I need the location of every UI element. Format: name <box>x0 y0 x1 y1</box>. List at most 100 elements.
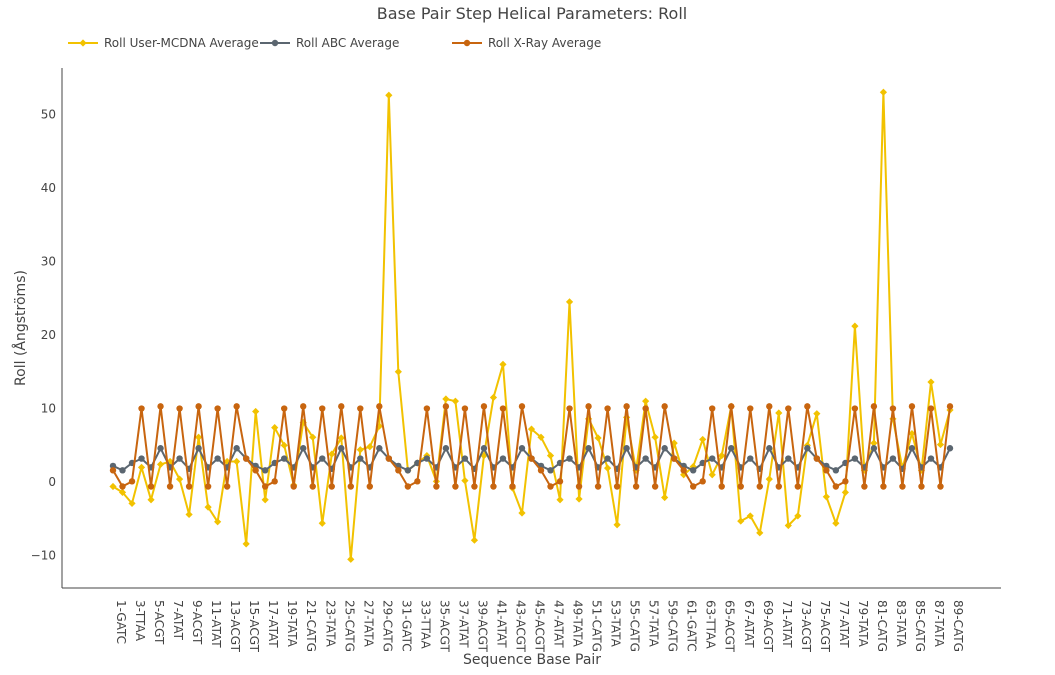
data-point[interactable] <box>870 445 878 452</box>
data-point[interactable] <box>547 467 554 474</box>
data-point[interactable] <box>908 403 916 410</box>
data-point[interactable] <box>689 467 697 474</box>
data-point[interactable] <box>946 403 954 410</box>
data-point[interactable] <box>242 455 250 462</box>
data-point[interactable] <box>404 467 412 474</box>
data-point[interactable] <box>271 478 278 485</box>
legend-item[interactable]: Roll User-MCDNA Average <box>68 36 259 50</box>
data-point[interactable] <box>376 445 383 452</box>
data-point[interactable] <box>823 467 830 474</box>
data-point[interactable] <box>357 405 364 412</box>
data-point[interactable] <box>318 519 326 527</box>
data-point[interactable] <box>356 446 364 454</box>
data-point[interactable] <box>699 478 706 485</box>
data-point[interactable] <box>499 405 507 412</box>
data-point[interactable] <box>252 467 259 474</box>
data-point[interactable] <box>300 445 307 452</box>
data-point[interactable] <box>899 483 906 490</box>
data-point[interactable] <box>604 405 611 412</box>
data-point[interactable] <box>709 405 716 412</box>
data-point[interactable] <box>376 403 383 410</box>
data-point[interactable] <box>175 475 184 483</box>
data-point[interactable] <box>271 424 279 432</box>
data-point[interactable] <box>537 433 545 441</box>
data-point[interactable] <box>461 477 469 485</box>
data-point[interactable] <box>775 409 783 417</box>
data-point[interactable] <box>195 433 203 441</box>
data-point[interactable] <box>385 91 393 99</box>
data-point[interactable] <box>233 457 241 466</box>
data-point[interactable] <box>718 452 726 460</box>
data-point[interactable] <box>880 483 887 490</box>
data-point[interactable] <box>509 483 516 490</box>
data-point[interactable] <box>252 407 260 416</box>
data-point[interactable] <box>927 405 935 412</box>
data-point[interactable] <box>813 455 821 462</box>
data-point[interactable] <box>861 483 868 490</box>
data-point[interactable] <box>518 509 526 517</box>
data-point[interactable] <box>328 483 335 490</box>
data-point[interactable] <box>109 462 117 470</box>
data-point[interactable] <box>204 503 212 511</box>
data-point[interactable] <box>290 483 297 490</box>
data-point[interactable] <box>651 483 659 490</box>
data-point[interactable] <box>908 445 916 452</box>
data-point[interactable] <box>404 483 412 490</box>
data-point[interactable] <box>794 483 802 490</box>
data-point[interactable] <box>490 483 497 490</box>
data-point[interactable] <box>584 415 593 423</box>
data-point[interactable] <box>109 467 117 474</box>
data-point[interactable] <box>851 322 859 330</box>
data-point[interactable] <box>281 405 288 412</box>
data-point[interactable] <box>309 483 316 490</box>
data-point[interactable] <box>851 455 859 462</box>
data-point[interactable] <box>470 536 479 544</box>
data-point[interactable] <box>946 445 954 452</box>
data-point[interactable] <box>204 483 212 490</box>
data-point[interactable] <box>651 433 659 441</box>
data-point[interactable] <box>394 368 402 376</box>
data-point[interactable] <box>746 512 754 520</box>
data-point[interactable] <box>480 403 488 410</box>
legend-item[interactable]: Roll X-Ray Average <box>452 36 601 50</box>
data-point[interactable] <box>300 403 307 410</box>
data-point[interactable] <box>337 434 345 442</box>
data-point[interactable] <box>499 360 507 369</box>
data-point[interactable] <box>632 483 640 490</box>
data-point[interactable] <box>166 457 174 466</box>
data-point[interactable] <box>147 483 155 490</box>
data-point[interactable] <box>214 518 222 526</box>
data-point[interactable] <box>889 415 897 423</box>
data-point[interactable] <box>594 483 602 490</box>
data-point[interactable] <box>527 425 536 433</box>
data-point[interactable] <box>128 499 136 508</box>
data-point[interactable] <box>575 483 583 490</box>
data-point[interactable] <box>319 455 326 462</box>
data-point[interactable] <box>642 405 649 412</box>
data-point[interactable] <box>518 445 526 452</box>
data-point[interactable] <box>756 483 763 490</box>
data-point[interactable] <box>347 555 355 563</box>
data-point[interactable] <box>566 455 573 462</box>
data-point[interactable] <box>157 403 164 410</box>
data-point[interactable] <box>214 455 221 462</box>
data-point[interactable] <box>775 483 782 490</box>
data-point[interactable] <box>841 488 849 496</box>
data-point[interactable] <box>166 483 174 490</box>
data-point[interactable] <box>613 483 621 490</box>
data-point[interactable] <box>680 467 687 474</box>
data-point[interactable] <box>585 403 592 410</box>
data-point[interactable] <box>661 445 668 452</box>
data-point[interactable] <box>128 478 136 485</box>
data-point[interactable] <box>537 467 545 474</box>
data-point[interactable] <box>737 483 744 490</box>
data-point[interactable] <box>851 405 859 412</box>
data-point[interactable] <box>718 483 725 490</box>
data-point[interactable] <box>728 403 735 410</box>
data-point[interactable] <box>604 455 611 462</box>
data-point[interactable] <box>442 445 450 452</box>
data-point[interactable] <box>936 440 945 449</box>
data-point[interactable] <box>138 405 145 412</box>
data-point[interactable] <box>708 471 716 479</box>
data-point[interactable] <box>889 455 897 462</box>
